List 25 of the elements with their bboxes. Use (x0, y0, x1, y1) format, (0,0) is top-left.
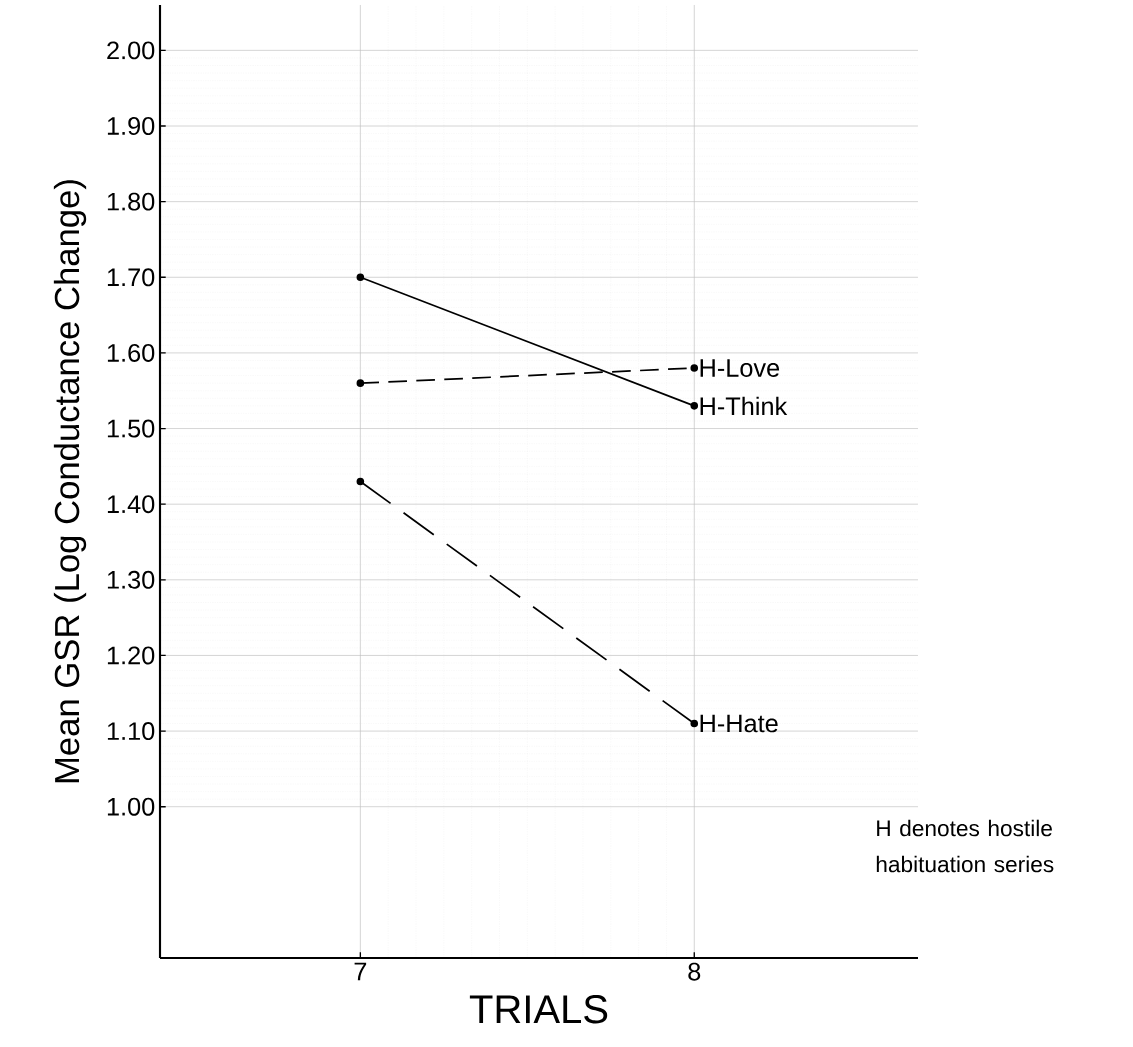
y-axis-title: Mean GSR (Log Conductance Change) (53, 180, 87, 783)
y-tick-label: 1.10 (107, 722, 155, 741)
y-tick-label: 1.00 (107, 797, 155, 816)
y-tick-label: 1.70 (107, 268, 155, 287)
annotation: H denotes hostile habituation series (876, 819, 1054, 873)
x-tick-label: 8 (688, 962, 701, 981)
series-label: H-Hate (700, 714, 778, 733)
point (690, 719, 699, 728)
y-tick-label: 1.90 (107, 117, 155, 135)
point (690, 402, 699, 410)
series-label: H-Love (700, 359, 780, 377)
point (356, 273, 365, 282)
y-tick-label: 1.40 (107, 495, 155, 514)
series-label: H-Think (700, 396, 788, 416)
x-tick-label: 7 (354, 962, 367, 981)
y-tick-label: 1.80 (107, 192, 155, 211)
y-tick-label: 1.30 (107, 570, 155, 589)
y-tick-label: 2.00 (107, 41, 155, 60)
y-tick-label: 1.50 (107, 419, 155, 438)
y-tick-label: 1.20 (107, 646, 155, 665)
x-axis-title: TRIALS (469, 995, 608, 1024)
point (356, 477, 365, 486)
point (356, 379, 365, 387)
y-tick-label: 1.60 (107, 343, 155, 362)
point (690, 364, 699, 372)
